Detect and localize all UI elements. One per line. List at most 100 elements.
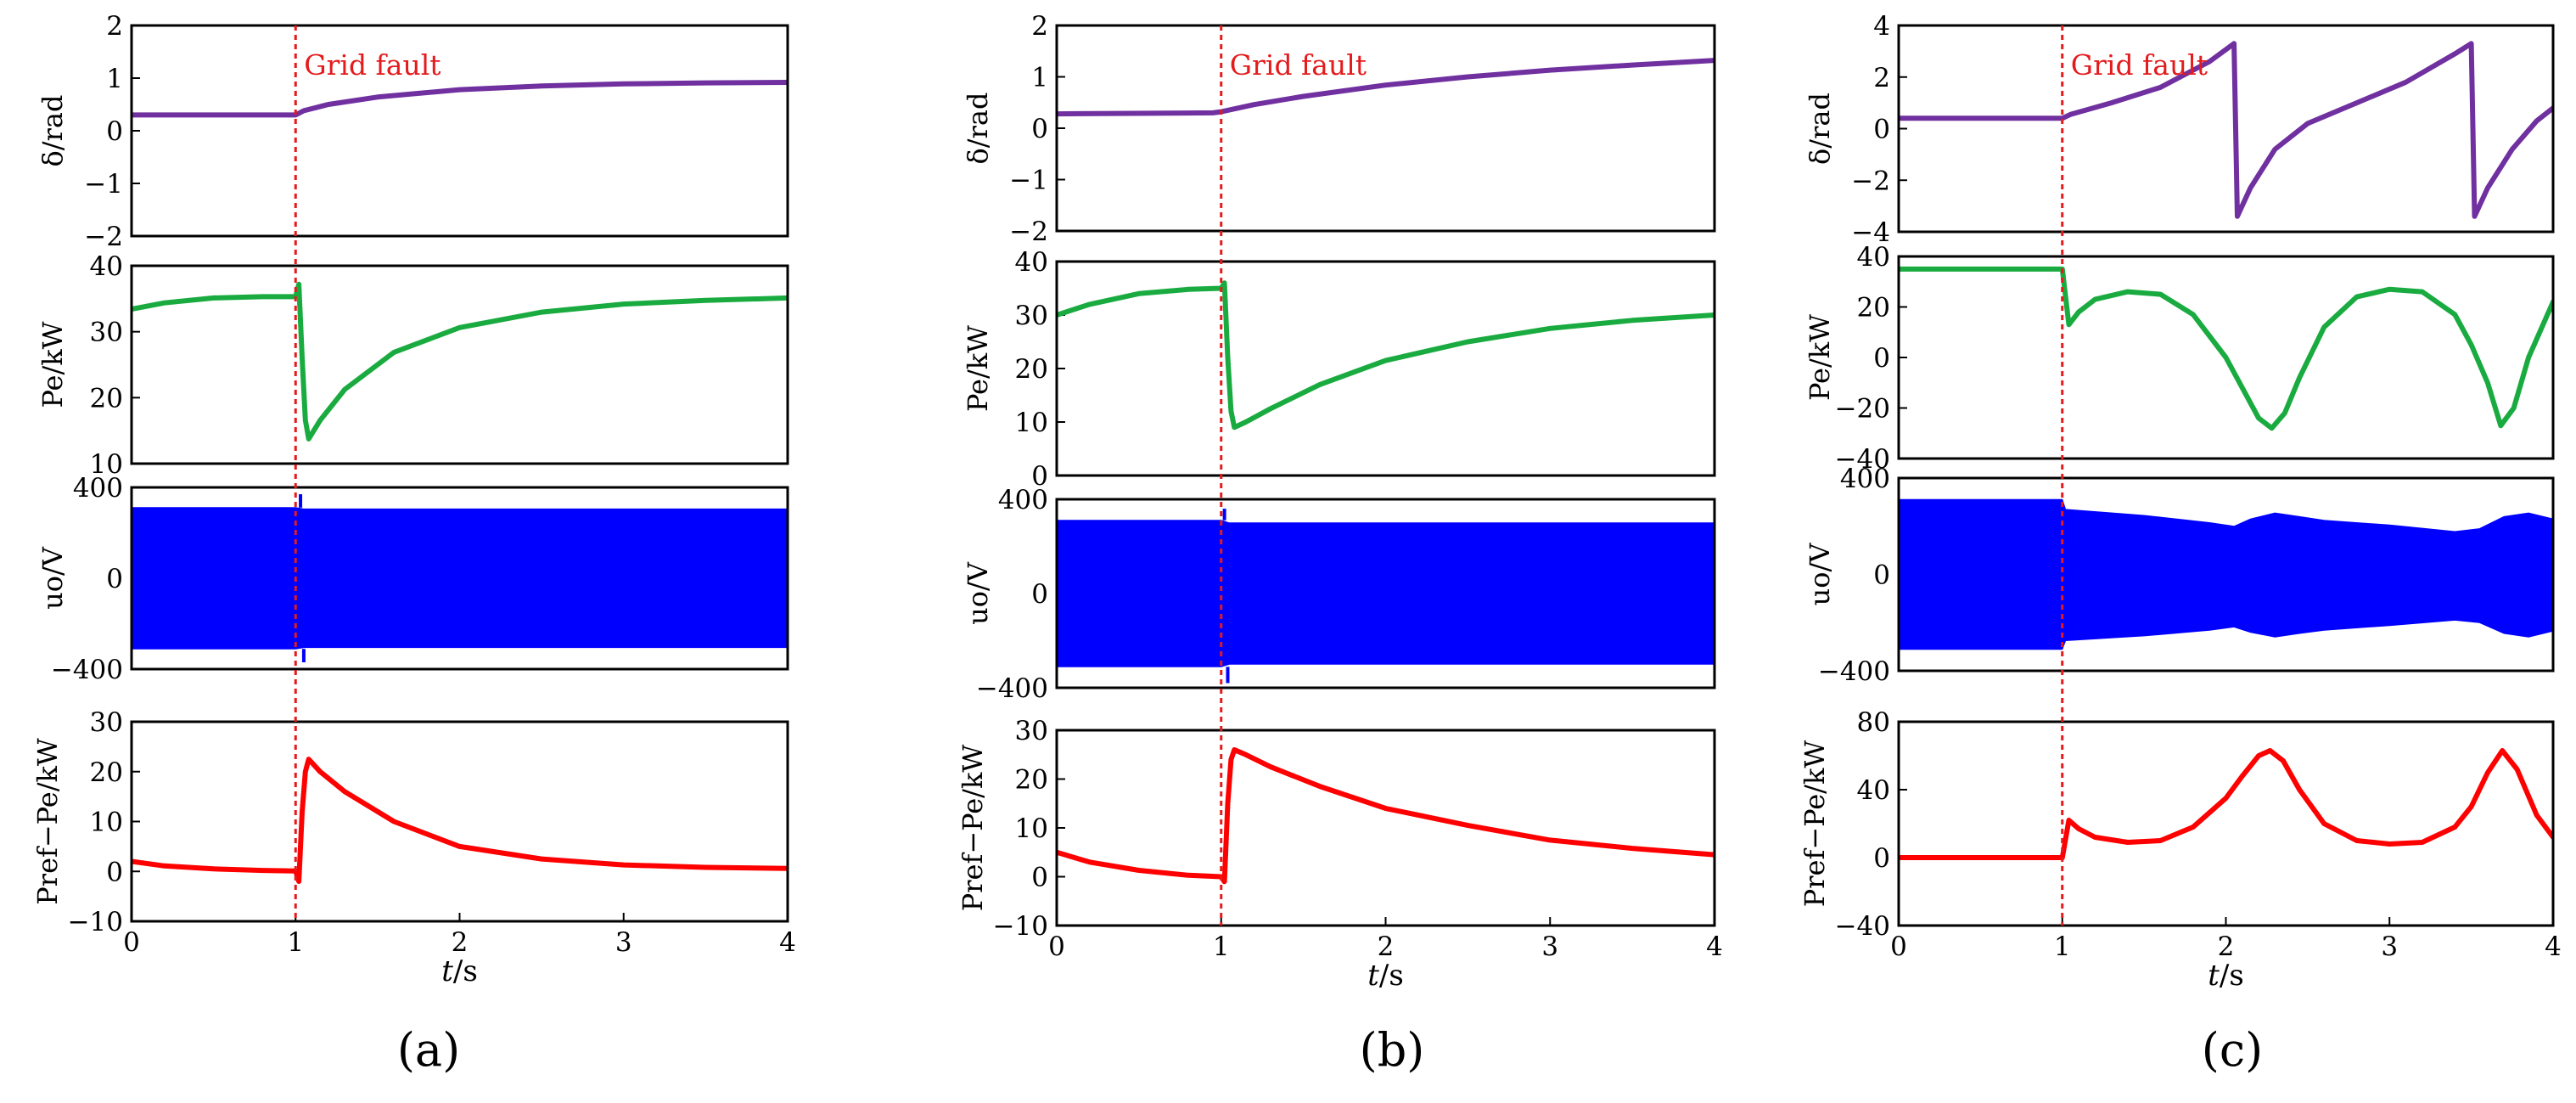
y-tick-label: 10 xyxy=(90,449,123,480)
x-tick-label: 2 xyxy=(1378,931,1395,962)
panel-b: 210−1−2δ/rad403020100Pe/kW4000−400uo/V30… xyxy=(957,11,1723,1077)
series-uo xyxy=(1057,520,1715,667)
y-tick-label: 4 xyxy=(1873,11,1890,42)
panel-caption: (b) xyxy=(1360,1023,1425,1077)
y-tick-label: 0 xyxy=(1873,115,1890,145)
y-tick-label: 10 xyxy=(1015,813,1048,844)
y-tick-label: 2 xyxy=(106,11,123,42)
y-tick-label: 0 xyxy=(106,116,123,147)
y-tick-label: 10 xyxy=(1015,408,1048,438)
series-dp xyxy=(132,757,788,884)
series-delta xyxy=(1899,41,2553,219)
fault-annotation: Grid fault xyxy=(1230,48,1367,82)
axes-frame xyxy=(130,720,789,923)
y-tick-label: −2 xyxy=(84,222,123,252)
y-tick-label: 400 xyxy=(998,485,1048,515)
y-tick-label: 20 xyxy=(1015,765,1048,796)
axes-frame xyxy=(130,486,789,671)
y-tick-label: −4 xyxy=(1851,217,1890,248)
subplot-pe: 40 30 20 10 0 Pe/kW xyxy=(962,247,1716,492)
y-axis-label: uo/V xyxy=(1804,543,1836,606)
panel-a: 210−1−2δ/rad40302010Pe/kW4000−400uo/V302… xyxy=(31,11,796,1077)
y-axis-label: Pref−Pe/kW xyxy=(1799,740,1831,908)
x-tick-label: 0 xyxy=(1048,931,1065,962)
x-tick-label: 0 xyxy=(1890,931,1907,962)
y-tick-label: −1 xyxy=(1009,166,1048,196)
x-tick-label: 4 xyxy=(1706,931,1723,962)
y-axis-label: uo/V xyxy=(962,561,994,625)
y-tick-label: −400 xyxy=(976,673,1048,704)
panel-c: 420−2−4δ/rad40200−20−40Pe/kW4000−400uo/V… xyxy=(1799,11,2562,1077)
axes-frame xyxy=(130,264,789,465)
fault-annotation: Grid fault xyxy=(2071,48,2208,82)
y-axis-label: Pe/kW xyxy=(36,321,69,408)
x-axis-unit: /s xyxy=(453,954,478,988)
y-axis-label: Pref−Pe/kW xyxy=(31,738,64,905)
y-tick-label: 0 xyxy=(106,857,123,887)
series-pe xyxy=(132,281,788,442)
y-axis-label: Pe/kW xyxy=(1804,314,1836,401)
y-tick-label: 0 xyxy=(106,564,123,594)
y-axis-label: δ/rad xyxy=(962,93,994,165)
y-tick-label: −20 xyxy=(1835,394,1890,425)
series-dp xyxy=(1899,748,2553,860)
axes-frame xyxy=(1055,729,1716,927)
y-tick-label: −400 xyxy=(51,655,123,685)
y-tick-label: 40 xyxy=(1857,775,1890,806)
subplot-uo: 400 0 −400 uo/V xyxy=(962,485,1716,704)
y-tick-label: 0 xyxy=(1031,579,1048,610)
axes-frame xyxy=(1055,24,1716,233)
y-tick-label: −2 xyxy=(1851,166,1890,196)
y-tick-label: −10 xyxy=(993,911,1048,942)
subplot-delta: 4 2 0 −2 −4 δ/rad xyxy=(1804,11,2555,248)
y-tick-label: 1 xyxy=(1031,63,1048,93)
y-tick-label: 40 xyxy=(1857,242,1890,273)
x-tick-label: 1 xyxy=(1213,931,1230,962)
axes-frame xyxy=(1055,260,1716,477)
series-uo xyxy=(1899,498,2553,650)
y-tick-label: 30 xyxy=(90,318,123,348)
series-uo xyxy=(132,507,788,650)
axes-frame xyxy=(1055,498,1716,689)
y-axis-label: Pref−Pe/kW xyxy=(957,745,989,912)
axes-frame xyxy=(1897,24,2555,234)
x-tick-label: 2 xyxy=(2218,931,2235,962)
y-tick-label: 400 xyxy=(73,473,123,504)
y-tick-label: −40 xyxy=(1835,444,1890,475)
y-tick-label: 30 xyxy=(90,707,123,738)
x-tick-label: 4 xyxy=(779,927,796,958)
y-tick-label: 30 xyxy=(1015,716,1048,746)
x-axis-unit: /s xyxy=(1379,959,1404,993)
y-tick-label: 0 xyxy=(1873,843,1890,874)
fault-annotation: Grid fault xyxy=(304,48,441,82)
series-dp xyxy=(1057,747,1715,885)
series-delta xyxy=(132,80,788,118)
y-tick-label: 80 xyxy=(1857,707,1890,738)
panel-caption: (a) xyxy=(397,1023,460,1077)
x-tick-label: 2 xyxy=(452,927,469,958)
x-axis-unit: /s xyxy=(2220,959,2244,993)
subplot-uo: 400 0 −400 uo/V xyxy=(36,473,789,685)
y-tick-label: 40 xyxy=(1015,247,1048,278)
subplot-pe: 40 20 0 −20 −40 Pe/kW xyxy=(1804,242,2555,475)
series-delta xyxy=(1057,58,1715,117)
subplot-delta: 2 1 0 −1 −2 δ/rad xyxy=(36,11,789,252)
y-tick-label: 40 xyxy=(90,251,123,282)
y-tick-label: 0 xyxy=(1031,863,1048,893)
y-tick-label: 0 xyxy=(1873,343,1890,374)
series-pe xyxy=(1057,280,1715,431)
x-tick-label: 3 xyxy=(615,927,632,958)
axes-frame xyxy=(130,24,789,238)
y-tick-label: 0 xyxy=(1873,560,1890,591)
x-axis-var: t xyxy=(2208,959,2220,993)
y-tick-label: 0 xyxy=(1031,114,1048,144)
x-tick-label: 3 xyxy=(1541,931,1558,962)
y-tick-label: −2 xyxy=(1009,217,1048,247)
subplot-uo: 400 0 −400 uo/V xyxy=(1804,464,2555,687)
y-axis-label: δ/rad xyxy=(36,95,69,167)
x-tick-label: 1 xyxy=(287,927,304,958)
